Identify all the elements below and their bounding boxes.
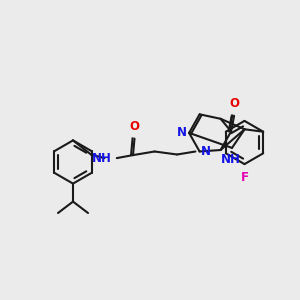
Text: N: N: [177, 126, 187, 140]
Text: F: F: [241, 171, 248, 184]
Text: NH: NH: [220, 153, 240, 166]
Text: O: O: [130, 120, 140, 133]
Text: O: O: [229, 98, 239, 110]
Text: N: N: [201, 145, 211, 158]
Text: NH: NH: [92, 152, 111, 165]
